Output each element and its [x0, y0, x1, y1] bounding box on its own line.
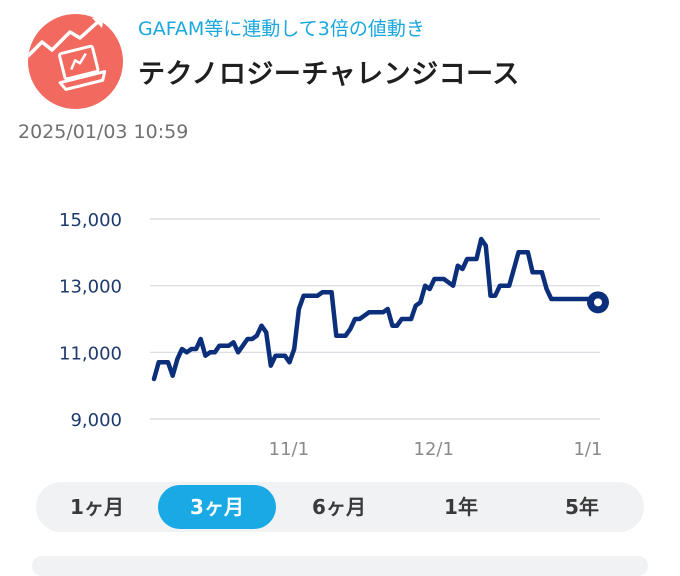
- price-timestamp: 2025/01/03 10:59: [18, 121, 188, 143]
- price-line: [154, 239, 598, 379]
- tab-1-month[interactable]: 1ヶ月: [40, 482, 154, 532]
- price-chart: 15,000 13,000 11,000 9,000 11/1 12/1 1/1: [0, 180, 680, 470]
- range-selector: 1ヶ月 3ヶ月 6ヶ月 1年 5年: [36, 482, 644, 532]
- fund-icon-circle: [28, 14, 123, 109]
- latest-point-marker-center: [594, 298, 602, 306]
- x-tick-label: 1/1: [573, 439, 602, 460]
- y-tick-label: 13,000: [59, 277, 122, 298]
- laptop-chart-icon: [28, 14, 123, 109]
- tab-5-years[interactable]: 5年: [524, 482, 640, 532]
- tab-3-months[interactable]: 3ヶ月: [158, 485, 276, 529]
- tab-6-months[interactable]: 6ヶ月: [280, 482, 398, 532]
- next-section-card: [32, 556, 648, 576]
- y-tick-label: 11,000: [59, 343, 122, 364]
- fund-title: テクノロジーチャレンジコース: [138, 52, 520, 91]
- fund-tagline: GAFAM等に連動して3倍の値動き: [138, 14, 425, 41]
- y-tick-label: 9,000: [70, 410, 122, 431]
- x-tick-label: 11/1: [269, 439, 309, 460]
- y-tick-label: 15,000: [59, 210, 122, 231]
- x-tick-label: 12/1: [414, 439, 454, 460]
- tab-1-year[interactable]: 1年: [402, 482, 520, 532]
